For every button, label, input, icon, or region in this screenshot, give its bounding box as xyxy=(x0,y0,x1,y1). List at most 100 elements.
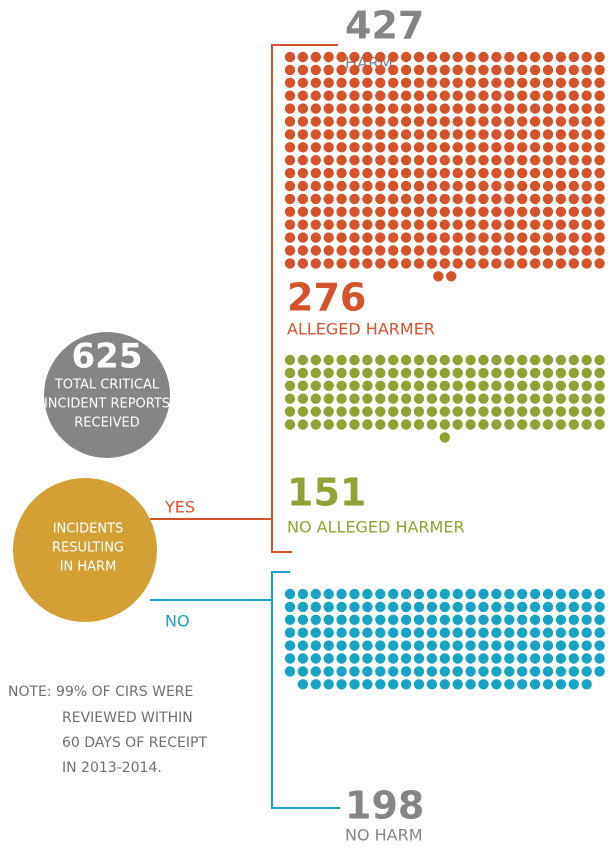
dot xyxy=(426,601,438,613)
dot xyxy=(478,206,489,217)
dot xyxy=(349,206,360,217)
dot xyxy=(284,367,296,379)
dot xyxy=(517,653,528,664)
dot xyxy=(504,219,515,230)
dot xyxy=(426,232,438,243)
dot xyxy=(529,206,541,217)
dot xyxy=(491,679,502,690)
dot xyxy=(529,142,541,153)
dot xyxy=(594,367,605,379)
dot xyxy=(439,142,450,153)
dot xyxy=(362,245,373,256)
dot xyxy=(362,77,373,89)
dot xyxy=(349,245,360,256)
dot xyxy=(517,258,528,269)
dot xyxy=(542,380,554,391)
dot xyxy=(581,406,592,417)
dot xyxy=(297,406,309,417)
dot xyxy=(426,51,438,63)
dot xyxy=(517,116,528,127)
dot xyxy=(568,614,579,625)
dot xyxy=(400,653,412,664)
dot xyxy=(529,103,541,114)
dot xyxy=(465,90,476,101)
dot xyxy=(362,129,373,140)
dot xyxy=(542,666,554,677)
dot xyxy=(529,116,541,127)
dot xyxy=(388,167,399,179)
no-label: NO xyxy=(165,612,190,631)
dot xyxy=(310,155,321,166)
dot xyxy=(400,406,412,417)
dot xyxy=(400,245,412,256)
dot xyxy=(594,258,605,269)
dot xyxy=(439,116,450,127)
dot xyxy=(336,51,347,63)
dot xyxy=(297,206,309,217)
dot xyxy=(555,679,567,690)
dot xyxy=(310,245,321,256)
dot xyxy=(310,406,321,417)
dot xyxy=(426,367,438,379)
dot xyxy=(439,64,450,76)
dot xyxy=(568,51,579,63)
dot xyxy=(555,193,567,205)
dot xyxy=(362,232,373,243)
dot xyxy=(491,193,502,205)
dot xyxy=(478,640,489,651)
dot xyxy=(413,193,425,205)
dot xyxy=(297,354,309,366)
dot xyxy=(426,142,438,153)
dot xyxy=(284,90,296,101)
dot xyxy=(594,180,605,192)
dot xyxy=(400,155,412,166)
dot xyxy=(439,679,450,690)
dot-group xyxy=(284,588,605,690)
dot xyxy=(555,406,567,417)
dot xyxy=(568,142,579,153)
dot xyxy=(568,206,579,217)
dot xyxy=(478,232,489,243)
dot xyxy=(323,116,334,127)
dot xyxy=(452,393,463,404)
dot xyxy=(594,142,605,153)
dot xyxy=(504,245,515,256)
dot xyxy=(413,167,425,179)
dot xyxy=(529,627,541,638)
dot xyxy=(452,142,463,153)
dot xyxy=(542,393,554,404)
alleged-label: ALLEGED HARMER xyxy=(287,320,435,339)
dot xyxy=(400,601,412,613)
dot xyxy=(465,64,476,76)
dot xyxy=(400,77,412,89)
dot xyxy=(529,679,541,690)
dot xyxy=(594,219,605,230)
dot xyxy=(336,588,347,600)
dot xyxy=(452,155,463,166)
dot xyxy=(439,245,450,256)
dot xyxy=(504,90,515,101)
dot xyxy=(529,155,541,166)
dot xyxy=(478,406,489,417)
dot xyxy=(568,232,579,243)
dot xyxy=(478,103,489,114)
dot xyxy=(542,354,554,366)
dot xyxy=(297,64,309,76)
dot xyxy=(349,419,360,430)
dot xyxy=(581,258,592,269)
dot xyxy=(336,258,347,269)
total-label: TOTAL CRITICAL xyxy=(54,378,160,393)
dot xyxy=(529,588,541,600)
dot xyxy=(297,380,309,391)
dot xyxy=(362,640,373,651)
dot xyxy=(426,64,438,76)
dot xyxy=(517,64,528,76)
dot xyxy=(336,129,347,140)
dot xyxy=(568,116,579,127)
dot xyxy=(388,64,399,76)
dot xyxy=(323,627,334,638)
dot xyxy=(452,206,463,217)
yes-label: YES xyxy=(164,498,195,517)
dot xyxy=(413,232,425,243)
dot xyxy=(349,679,360,690)
